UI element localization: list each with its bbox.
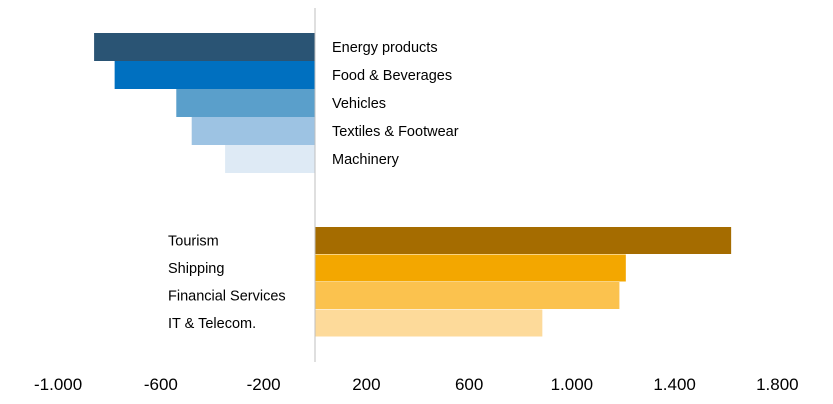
x-tick-label: -200 — [247, 375, 281, 394]
category-label: Textiles & Footwear — [332, 124, 459, 140]
x-tick-label: 1.000 — [551, 375, 594, 394]
category-label: Tourism — [168, 234, 219, 250]
x-tick-label: -1.000 — [34, 375, 82, 394]
category-label: Food & Beverages — [332, 68, 452, 84]
bar-textiles-footwear — [191, 117, 315, 145]
bar-it-telecom — [315, 309, 543, 337]
x-tick-label: 200 — [352, 375, 380, 394]
category-label: Vehicles — [332, 96, 386, 112]
category-label: Machinery — [332, 152, 400, 168]
bar-tourism — [315, 227, 732, 254]
category-label: Financial Services — [168, 289, 286, 305]
bar-energy-products — [94, 33, 316, 61]
x-tick-label: -600 — [144, 375, 178, 394]
category-label: Energy products — [332, 40, 438, 56]
bar-financial-services — [315, 282, 620, 309]
x-tick-label: 600 — [455, 375, 483, 394]
bars-layer — [94, 33, 732, 337]
bar-vehicles — [176, 89, 315, 117]
x-axis-ticks: -1.000 -600 -200 200 600 1.000 1.400 1.800 — [34, 375, 799, 394]
bar-food-beverages — [114, 61, 315, 89]
category-label: IT & Telecom. — [168, 316, 256, 332]
bar-machinery — [225, 145, 315, 173]
x-tick-label: 1.400 — [653, 375, 696, 394]
category-label: Shipping — [168, 261, 224, 277]
x-tick-label: 1.800 — [756, 375, 799, 394]
bar-shipping — [315, 254, 626, 282]
category-labels: Energy products Food & Beverages Vehicles T… — [168, 40, 459, 332]
